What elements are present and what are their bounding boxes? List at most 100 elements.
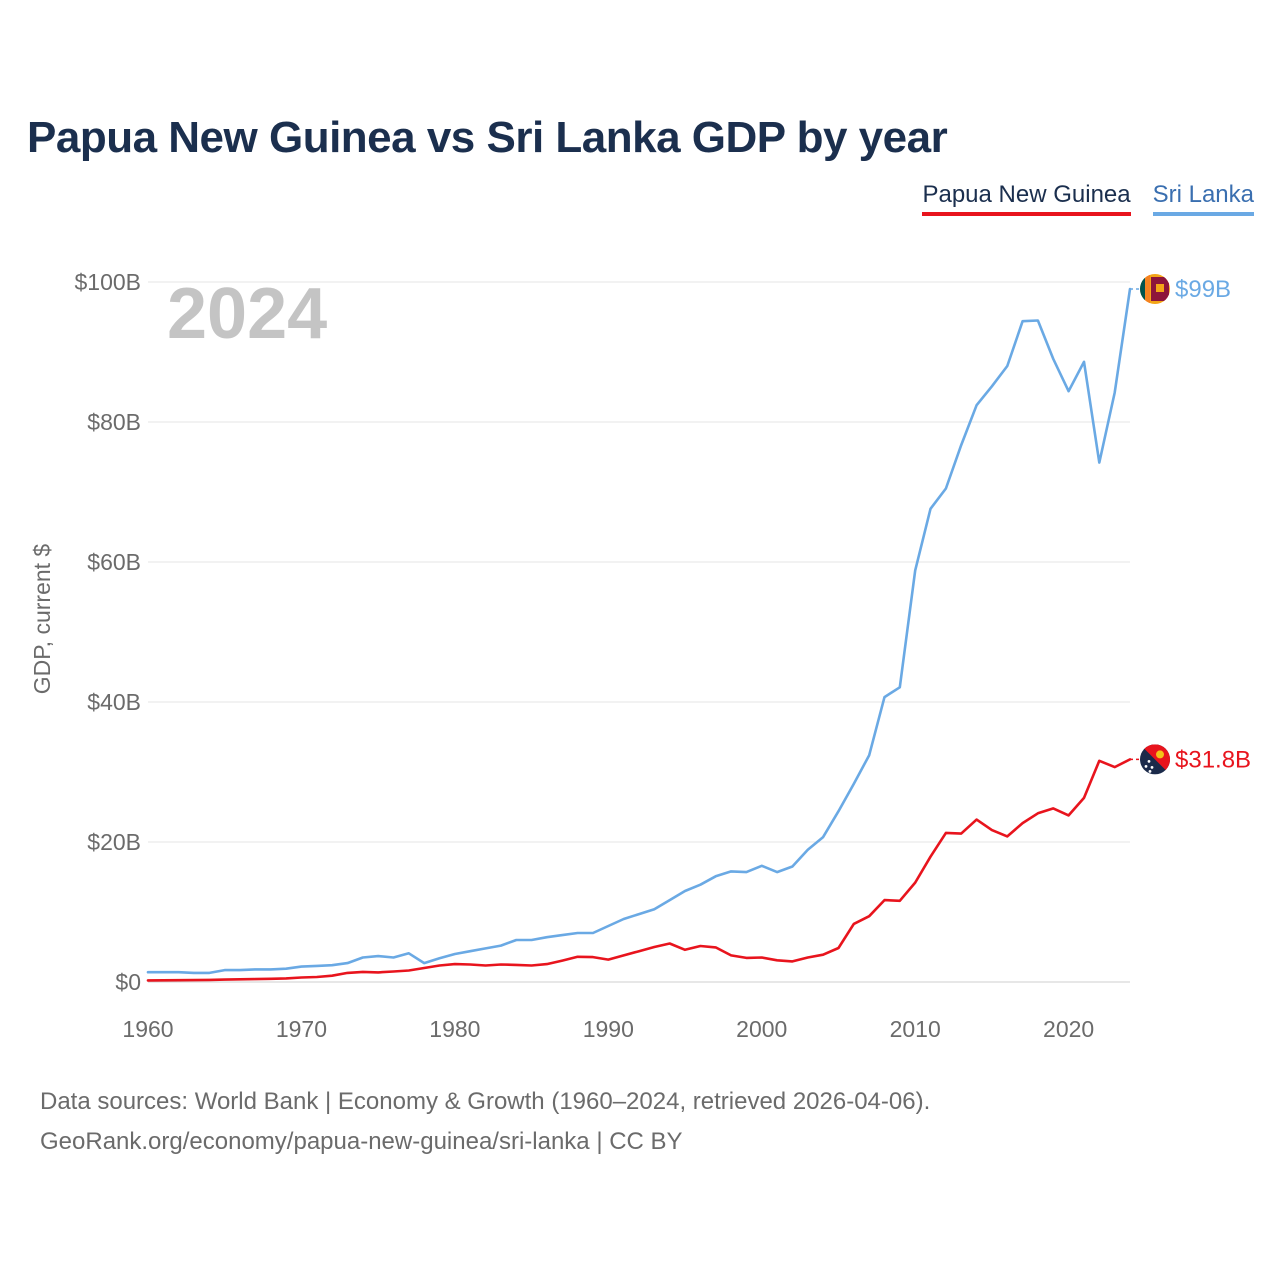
data-point-papua-new-guinea <box>237 976 243 982</box>
data-point-papua-new-guinea <box>605 957 611 963</box>
data-point-papua-new-guinea <box>943 830 949 836</box>
chart-title: Papua New Guinea vs Sri Lanka GDP by yea… <box>27 113 948 162</box>
data-point-sri-lanka <box>820 834 826 840</box>
data-point-sri-lanka <box>544 934 550 940</box>
data-point-papua-new-guinea <box>897 898 903 904</box>
data-point-sri-lanka <box>774 869 780 875</box>
data-point-papua-new-guinea <box>682 947 688 953</box>
series-lines <box>146 287 1132 983</box>
data-point-sri-lanka <box>943 486 949 492</box>
data-point-sri-lanka <box>268 966 274 972</box>
legend-label-papua-new-guinea: Papua New Guinea <box>922 181 1131 208</box>
data-point-sri-lanka <box>283 966 289 972</box>
data-point-sri-lanka <box>191 970 197 976</box>
y-axis-ticks: $0 $20B $40B $60B $80B $100B <box>74 269 141 995</box>
footer-link[interactable]: GeoRank.org/economy/papua-new-guinea/sri… <box>40 1128 683 1155</box>
data-point-papua-new-guinea <box>206 977 212 983</box>
end-markers: $99B $31.8B <box>1130 274 1251 775</box>
data-point-papua-new-guinea <box>375 969 381 975</box>
end-value-label-papua-new-guinea: $31.8B <box>1175 746 1251 773</box>
data-point-papua-new-guinea <box>697 943 703 949</box>
data-point-sri-lanka <box>974 402 980 408</box>
x-axis-ticks: 1960 1970 1980 1990 2000 2010 2020 <box>122 1016 1094 1042</box>
legend-label-sri-lanka: Sri Lanka <box>1152 181 1254 208</box>
data-point-sri-lanka <box>391 955 397 961</box>
data-point-papua-new-guinea <box>298 974 304 980</box>
data-point-sri-lanka <box>329 962 335 968</box>
series-line-sri-lanka <box>146 287 1132 975</box>
data-point-sri-lanka <box>1066 388 1072 394</box>
papua-new-guinea-flag-icon <box>1140 744 1170 775</box>
data-point-papua-new-guinea <box>498 962 504 968</box>
data-point-sri-lanka <box>467 948 473 954</box>
data-point-sri-lanka <box>498 943 504 949</box>
data-point-papua-new-guinea <box>222 977 228 983</box>
legend-item-sri-lanka[interactable]: Sri Lanka <box>1152 180 1254 216</box>
data-point-papua-new-guinea <box>820 952 826 958</box>
data-point-papua-new-guinea <box>176 977 182 983</box>
data-point-papua-new-guinea <box>789 958 795 964</box>
y-tick-label: $40B <box>87 689 141 715</box>
data-point-papua-new-guinea <box>544 961 550 967</box>
data-point-papua-new-guinea <box>1050 805 1056 811</box>
data-point-papua-new-guinea <box>191 977 197 983</box>
data-point-papua-new-guinea <box>360 969 366 975</box>
data-point-sri-lanka <box>1096 460 1102 466</box>
data-point-papua-new-guinea <box>252 976 258 982</box>
data-point-sri-lanka <box>912 567 918 573</box>
data-point-sri-lanka <box>743 869 749 875</box>
data-point-sri-lanka <box>1004 363 1010 369</box>
data-point-sri-lanka <box>559 932 565 938</box>
legend-item-papua-new-guinea[interactable]: Papua New Guinea <box>922 180 1131 216</box>
data-point-sri-lanka <box>483 945 489 951</box>
data-point-papua-new-guinea <box>851 921 857 927</box>
y-tick-label: $80B <box>87 409 141 435</box>
data-point-papua-new-guinea <box>513 962 519 968</box>
data-point-papua-new-guinea <box>759 955 765 961</box>
data-point-papua-new-guinea <box>636 948 642 954</box>
data-point-papua-new-guinea <box>391 969 397 975</box>
data-point-sri-lanka <box>237 967 243 973</box>
data-point-papua-new-guinea <box>575 954 581 960</box>
data-point-sri-lanka <box>1035 318 1041 324</box>
grid-lines <box>148 281 1130 983</box>
data-point-papua-new-guinea <box>268 976 274 982</box>
data-point-sri-lanka <box>989 383 995 389</box>
data-point-sri-lanka <box>252 966 258 972</box>
data-point-papua-new-guinea <box>1081 795 1087 801</box>
data-point-papua-new-guinea <box>421 965 427 971</box>
data-point-papua-new-guinea <box>728 952 734 958</box>
data-point-papua-new-guinea <box>467 962 473 968</box>
data-point-sri-lanka <box>1112 390 1118 396</box>
data-point-sri-lanka <box>621 916 627 922</box>
data-point-papua-new-guinea <box>1035 810 1041 816</box>
data-point-sri-lanka <box>222 967 228 973</box>
sri-lanka-flag-icon <box>1140 274 1170 304</box>
y-axis-label: GDP, current $ <box>29 544 55 695</box>
data-point-papua-new-guinea <box>651 944 657 950</box>
data-point-sri-lanka <box>160 969 166 975</box>
data-point-sri-lanka <box>513 937 519 943</box>
y-tick-label: $20B <box>87 829 141 855</box>
data-point-papua-new-guinea <box>314 974 320 980</box>
data-point-sri-lanka <box>375 953 381 959</box>
data-point-papua-new-guinea <box>329 973 335 979</box>
data-point-papua-new-guinea <box>437 963 443 969</box>
x-tick-label: 2010 <box>890 1016 941 1042</box>
x-tick-label: 2020 <box>1043 1016 1094 1042</box>
data-point-sri-lanka <box>958 442 964 448</box>
data-point-papua-new-guinea <box>958 831 964 837</box>
data-point-papua-new-guinea <box>912 880 918 886</box>
footer-source: Data sources: World Bank | Economy & Gro… <box>40 1088 931 1115</box>
data-point-sri-lanka <box>437 955 443 961</box>
x-tick-label: 2000 <box>736 1016 787 1042</box>
data-point-sri-lanka <box>882 694 888 700</box>
data-point-papua-new-guinea <box>667 941 673 947</box>
data-point-sri-lanka <box>298 964 304 970</box>
data-point-sri-lanka <box>575 930 581 936</box>
data-point-sri-lanka <box>835 808 841 814</box>
data-point-sri-lanka <box>651 906 657 912</box>
data-point-sri-lanka <box>713 873 719 879</box>
y-tick-label: $100B <box>74 269 141 295</box>
